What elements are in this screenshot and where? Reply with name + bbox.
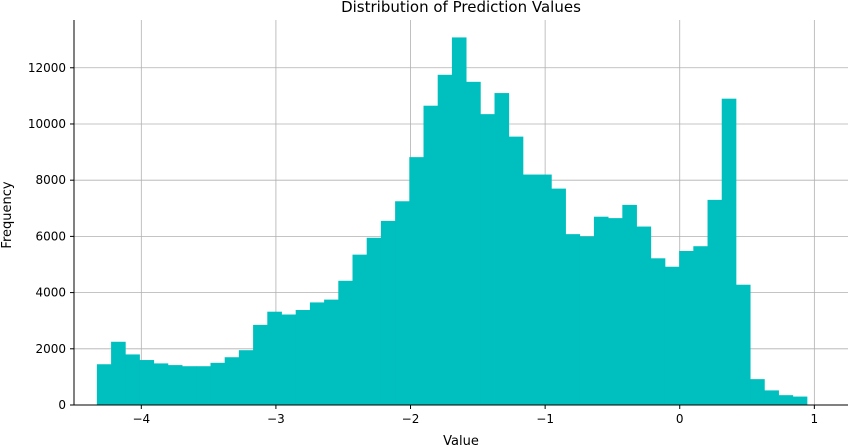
histogram-bar [579,236,595,405]
bars-layer [96,37,808,406]
histogram-bar [125,354,140,405]
histogram-bar [352,254,368,405]
histogram-bar [593,216,609,405]
histogram-bar [466,81,481,405]
histogram-bar [750,379,765,405]
y-tick-label: 10000 [28,117,66,131]
x-tick-label: −1 [536,412,554,426]
histogram-bar [167,365,183,405]
histogram-bar [253,324,268,405]
histogram-bar [267,311,282,405]
y-tick-label: 4000 [35,286,66,300]
y-axis-label: Frequency [0,181,15,248]
histogram-bar [679,251,694,405]
histogram-bar [792,396,808,405]
histogram-bar [409,157,424,405]
histogram-bar [664,266,680,405]
y-tick-label: 8000 [35,173,66,187]
histogram-bar [238,350,254,405]
x-tick-label: 0 [676,412,684,426]
histogram-bar [338,280,353,405]
histogram-bar [537,174,552,405]
histogram-bar [111,341,126,405]
axes-layer [73,20,848,406]
histogram-bar [196,366,211,405]
x-tick-label: −3 [267,412,285,426]
histogram-bar [508,136,524,405]
ticks-layer: −4 −3 −2 −1 0 1 0 2000 4000 6000 8000 10000 12000 [28,61,818,426]
histogram-bar [735,284,751,405]
histogram-bar [295,310,311,405]
y-tick-label: 0 [58,398,66,412]
histogram-bar [707,199,723,405]
histogram-bar [210,362,226,405]
histogram-bar [650,258,666,405]
y-tick-label: 6000 [35,229,66,243]
histogram-bar [764,390,779,405]
histogram-bar [96,364,112,405]
histogram-bar [395,201,410,405]
histogram-bar [153,363,169,405]
histogram-bar [778,395,794,405]
x-axis-label: Value [443,434,479,448]
histogram-bar [324,299,339,405]
histogram-bar [608,218,623,405]
histogram-bar [224,357,240,405]
histogram-bar [380,220,396,405]
histogram-bar [182,366,197,405]
histogram-bar [721,98,737,406]
histogram-bar [366,237,382,405]
histogram-bar [693,246,708,405]
histogram-bar [565,234,581,405]
histogram-bar [494,93,510,405]
histogram-bar [281,314,297,405]
x-tick-label: −2 [402,412,420,426]
histogram-bar [437,74,453,406]
histogram-bar [139,360,155,405]
histogram-bar [480,114,495,405]
histogram-bar [551,188,566,405]
histogram-bar [622,204,637,405]
histogram-bar [636,226,652,405]
x-tick-label: −4 [132,412,150,426]
histogram-bar [309,302,325,405]
histogram-bar [423,105,439,406]
y-tick-label: 2000 [35,342,66,356]
chart-title: Distribution of Prediction Values [341,0,581,16]
histogram-bar [522,174,538,405]
histogram-bar [451,37,467,405]
x-tick-label: 1 [811,412,819,426]
y-tick-label: 12000 [28,61,66,75]
